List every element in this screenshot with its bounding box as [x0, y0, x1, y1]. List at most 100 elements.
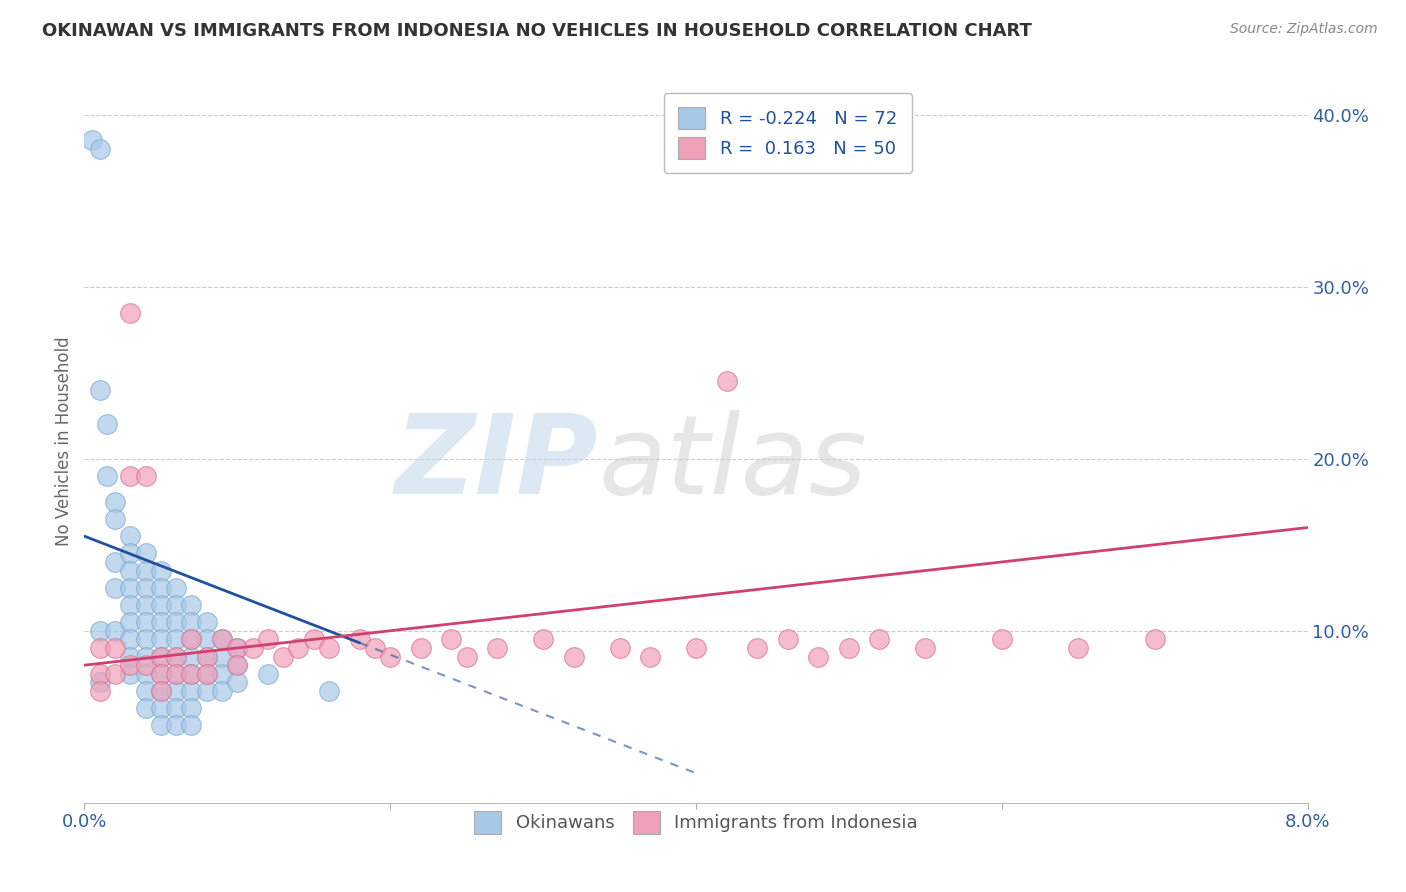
Point: [195, 684, 218, 698]
Point: [302, 632, 325, 647]
Point: [96, 469, 118, 483]
Point: [120, 564, 142, 578]
Point: [195, 666, 218, 681]
Point: [180, 684, 202, 698]
Point: [135, 615, 157, 630]
Point: [318, 640, 340, 655]
Point: [120, 666, 142, 681]
Point: [80, 133, 103, 147]
Point: [349, 632, 371, 647]
Point: [120, 469, 142, 483]
Point: [211, 649, 233, 664]
Point: [135, 701, 157, 715]
Point: [104, 555, 127, 569]
Point: [149, 684, 172, 698]
Point: [226, 658, 249, 673]
Point: [195, 615, 218, 630]
Point: [242, 640, 264, 655]
Point: [120, 529, 142, 543]
Point: [180, 615, 202, 630]
Point: [257, 666, 280, 681]
Point: [271, 649, 294, 664]
Point: [226, 675, 249, 690]
Point: [120, 305, 142, 319]
Point: [211, 632, 233, 647]
Point: [149, 564, 172, 578]
Point: [609, 640, 631, 655]
Point: [211, 684, 233, 698]
Point: [120, 632, 142, 647]
Point: [89, 640, 111, 655]
Point: [531, 632, 554, 647]
Point: [991, 632, 1014, 647]
Point: [180, 666, 202, 681]
Point: [165, 666, 187, 681]
Point: [135, 632, 157, 647]
Point: [135, 666, 157, 681]
Point: [165, 632, 187, 647]
Point: [135, 564, 157, 578]
Point: [165, 615, 187, 630]
Point: [211, 666, 233, 681]
Y-axis label: No Vehicles in Household: No Vehicles in Household: [55, 336, 73, 547]
Point: [135, 581, 157, 595]
Point: [149, 718, 172, 732]
Point: [226, 640, 249, 655]
Point: [120, 615, 142, 630]
Point: [838, 640, 860, 655]
Point: [195, 649, 218, 664]
Point: [120, 581, 142, 595]
Point: [165, 718, 187, 732]
Point: [135, 684, 157, 698]
Point: [135, 469, 157, 483]
Text: Source: ZipAtlas.com: Source: ZipAtlas.com: [1230, 22, 1378, 37]
Point: [135, 546, 157, 560]
Point: [180, 632, 202, 647]
Point: [257, 632, 280, 647]
Point: [380, 649, 402, 664]
Point: [807, 649, 830, 664]
Point: [149, 632, 172, 647]
Point: [180, 649, 202, 664]
Point: [165, 649, 187, 664]
Point: [165, 649, 187, 664]
Point: [195, 632, 218, 647]
Point: [149, 649, 172, 664]
Point: [104, 640, 127, 655]
Point: [364, 640, 387, 655]
Point: [1143, 632, 1166, 647]
Point: [180, 718, 202, 732]
Text: ZIP: ZIP: [395, 409, 598, 516]
Point: [89, 624, 111, 638]
Point: [104, 494, 127, 508]
Point: [638, 649, 661, 664]
Point: [104, 512, 127, 526]
Point: [165, 598, 187, 612]
Point: [226, 658, 249, 673]
Point: [776, 632, 799, 647]
Point: [89, 684, 111, 698]
Point: [135, 658, 157, 673]
Point: [409, 640, 432, 655]
Point: [165, 666, 187, 681]
Point: [149, 701, 172, 715]
Point: [685, 640, 707, 655]
Point: [165, 701, 187, 715]
Point: [747, 640, 769, 655]
Point: [180, 632, 202, 647]
Point: [318, 684, 340, 698]
Point: [89, 383, 111, 397]
Point: [456, 649, 478, 664]
Point: [165, 684, 187, 698]
Point: [96, 417, 118, 432]
Point: [135, 649, 157, 664]
Point: [180, 598, 202, 612]
Legend: Okinawans, Immigrants from Indonesia: Okinawans, Immigrants from Indonesia: [464, 801, 928, 845]
Point: [562, 649, 585, 664]
Point: [1067, 640, 1090, 655]
Point: [149, 666, 172, 681]
Point: [89, 142, 111, 156]
Point: [440, 632, 463, 647]
Point: [120, 658, 142, 673]
Point: [287, 640, 309, 655]
